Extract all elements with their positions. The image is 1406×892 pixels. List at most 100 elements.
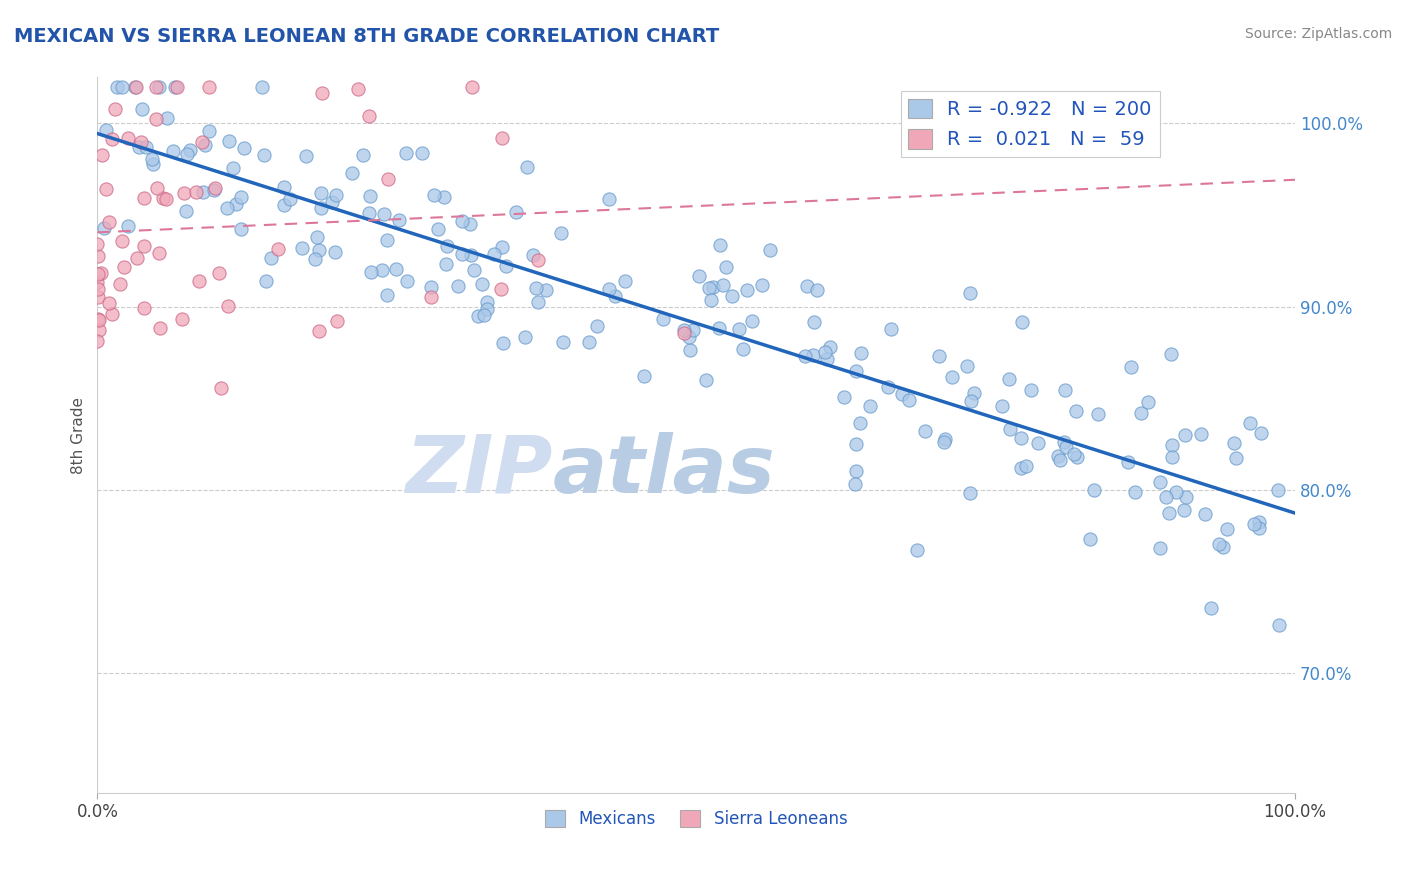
Point [179, 143, 201, 157]
Point [87, 290, 110, 304]
Point [960, 394, 983, 409]
Point [844, 476, 866, 491]
Point [124, 79, 146, 94]
Point [492, 336, 515, 351]
Point [695, 373, 717, 387]
Point [1010, 431, 1032, 445]
Point [104, 102, 127, 116]
Point [849, 346, 872, 360]
Point [1268, 618, 1291, 632]
Point [598, 282, 620, 296]
Point [347, 82, 370, 96]
Point [1225, 451, 1247, 466]
Point [86, 275, 108, 289]
Legend: Mexicans, Sierra Leoneans: Mexicans, Sierra Leoneans [538, 803, 855, 834]
Point [86, 236, 108, 251]
Point [202, 183, 225, 197]
Point [218, 134, 240, 148]
Point [209, 381, 232, 395]
Point [436, 238, 458, 252]
Point [420, 280, 443, 294]
Point [187, 274, 209, 288]
Point [1174, 428, 1197, 442]
Point [94, 182, 117, 196]
Point [125, 251, 148, 265]
Point [728, 322, 751, 336]
Point [941, 369, 963, 384]
Point [714, 260, 737, 274]
Point [204, 181, 226, 195]
Point [89, 312, 111, 326]
Point [1149, 541, 1171, 555]
Point [100, 308, 122, 322]
Point [678, 330, 700, 344]
Point [1021, 383, 1043, 397]
Point [215, 201, 238, 215]
Point [1247, 521, 1270, 535]
Point [586, 319, 609, 334]
Point [458, 217, 481, 231]
Point [751, 277, 773, 292]
Point [326, 313, 349, 327]
Point [129, 135, 152, 149]
Point [162, 144, 184, 158]
Point [470, 277, 492, 291]
Point [475, 295, 498, 310]
Point [959, 485, 981, 500]
Point [142, 157, 165, 171]
Point [87, 312, 110, 326]
Point [998, 422, 1021, 436]
Point [371, 262, 394, 277]
Point [513, 330, 536, 344]
Point [1173, 503, 1195, 517]
Point [534, 284, 557, 298]
Point [1054, 383, 1077, 397]
Point [125, 79, 148, 94]
Point [1149, 475, 1171, 490]
Point [803, 348, 825, 362]
Point [914, 424, 936, 438]
Point [309, 202, 332, 216]
Point [90, 266, 112, 280]
Point [117, 131, 139, 145]
Point [806, 283, 828, 297]
Point [198, 123, 221, 137]
Point [733, 342, 755, 356]
Point [699, 293, 721, 308]
Point [260, 251, 283, 265]
Point [145, 79, 167, 94]
Point [688, 268, 710, 283]
Point [463, 263, 485, 277]
Point [1215, 522, 1237, 536]
Point [794, 349, 817, 363]
Point [682, 323, 704, 337]
Point [134, 191, 156, 205]
Point [141, 152, 163, 166]
Text: ZIP: ZIP [405, 432, 553, 510]
Point [423, 188, 446, 202]
Point [172, 312, 194, 326]
Point [997, 372, 1019, 386]
Point [148, 79, 170, 94]
Point [516, 161, 538, 175]
Point [134, 238, 156, 252]
Point [360, 265, 382, 279]
Point [848, 416, 870, 430]
Point [173, 186, 195, 201]
Point [845, 464, 868, 478]
Point [155, 192, 177, 206]
Point [295, 149, 318, 163]
Point [713, 277, 735, 292]
Point [377, 172, 399, 186]
Point [166, 79, 188, 94]
Point [1239, 416, 1261, 430]
Point [375, 288, 398, 302]
Point [373, 207, 395, 221]
Point [1247, 516, 1270, 530]
Point [859, 399, 882, 413]
Point [152, 191, 174, 205]
Point [1015, 458, 1038, 473]
Point [651, 312, 673, 326]
Point [832, 390, 855, 404]
Point [1054, 440, 1077, 454]
